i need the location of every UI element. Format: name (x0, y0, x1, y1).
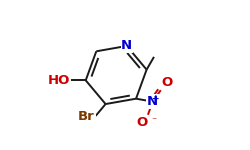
Text: O: O (136, 116, 147, 129)
Text: N: N (147, 95, 158, 108)
Text: N: N (121, 39, 132, 52)
Text: Br: Br (78, 110, 95, 123)
Text: ⁻: ⁻ (151, 117, 156, 127)
Text: O: O (162, 76, 173, 89)
Text: +: + (152, 94, 160, 103)
Text: HO: HO (48, 74, 70, 87)
